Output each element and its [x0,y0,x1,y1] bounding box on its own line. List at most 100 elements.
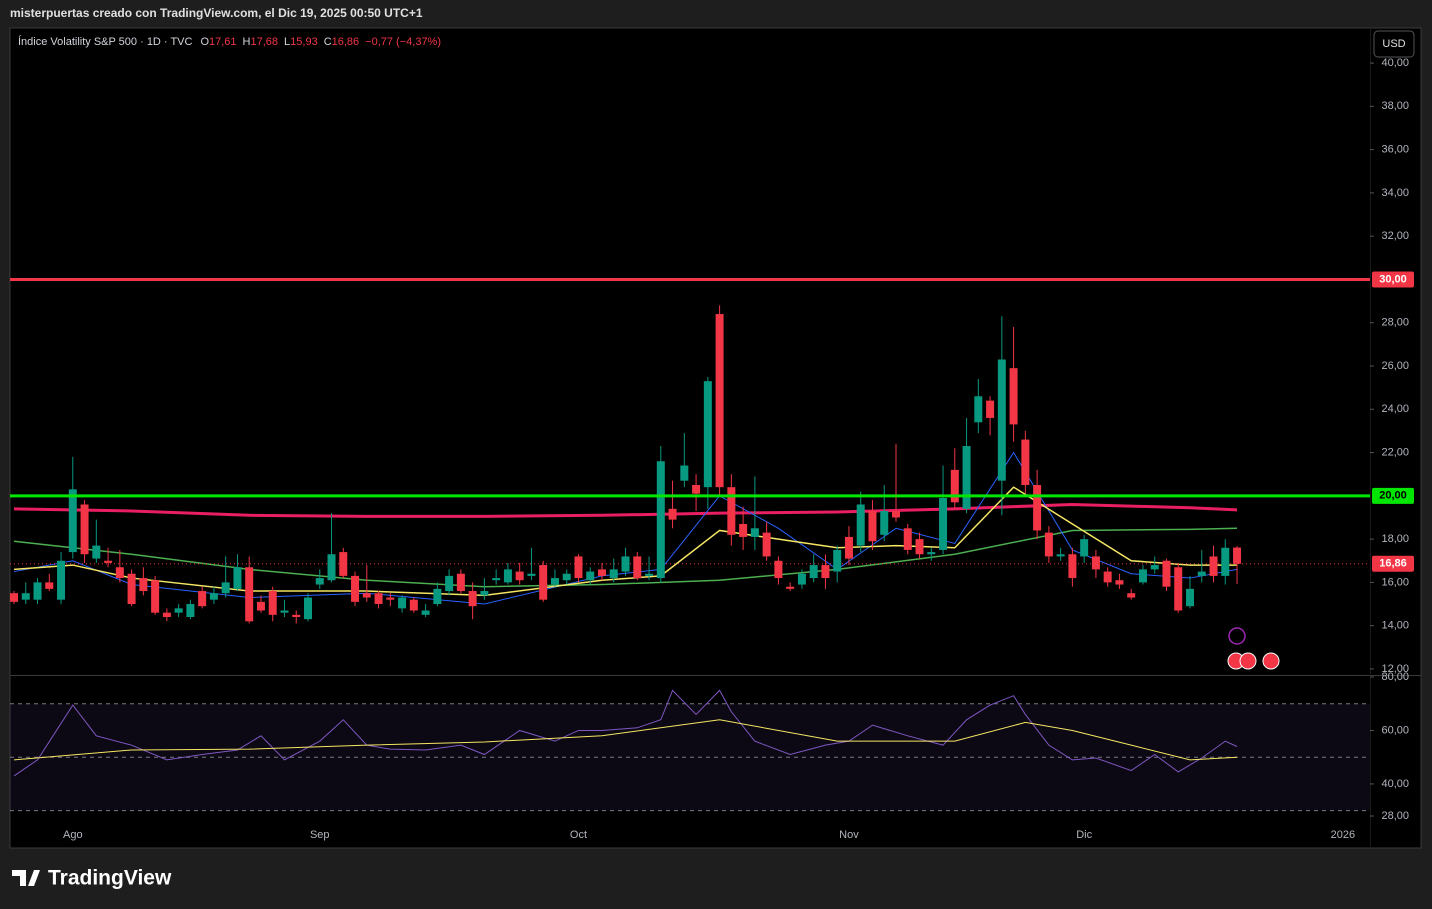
candle-body [162,612,171,618]
candle-body [962,446,971,509]
event-icons [1227,627,1280,670]
y-tick-label: 18,00 [1381,533,1409,545]
x-tick-label: Sep [310,829,330,841]
candle-body [362,593,371,598]
y-tick-label: 26,00 [1381,360,1409,372]
candle-body [1162,560,1171,587]
candle-body [139,578,148,592]
candle-body [939,497,948,550]
candle-body [68,489,77,553]
candle-body [315,578,324,585]
legend-value: 15,93 [290,36,318,48]
candle-body [409,599,418,611]
candle-body [821,565,830,579]
event-icon[interactable] [1228,627,1246,645]
y-tick-label: 22,00 [1381,446,1409,458]
legend-value: 17,61 [209,36,237,48]
legend-value: 16,86 [332,36,360,48]
candle-body [221,582,230,594]
candle-body [1138,569,1147,583]
candle-body [1056,554,1065,557]
candle-body [280,610,289,613]
candle-body [1233,547,1242,564]
candle-body [974,396,983,423]
plot: 40,00 38,00 36,00 34,00 32,00 28,00 26,00 24,00… [10,57,1414,841]
currency-label[interactable]: USD [1382,38,1405,50]
x-tick-label: Oct [570,829,587,841]
y-tick-label: 24,00 [1381,403,1409,415]
chart-frame [9,27,1422,849]
y-tick-label: 80,00 [1381,671,1409,683]
candle-body [304,597,312,620]
candle-body [1080,539,1089,557]
event-icon[interactable] [1262,652,1280,670]
candle-body [645,573,654,576]
candle-body [198,591,207,607]
candle-body [833,549,842,572]
candle-body [233,567,242,589]
x-tick-label: Dic [1076,829,1092,841]
legend-key: C [324,36,332,48]
candle-body [1197,571,1206,576]
y-tick-label: 28,00 [1381,810,1409,822]
candle-body [268,591,277,615]
y-tick-label: 40,00 [1381,778,1409,790]
candle-body [539,565,548,600]
candle-body [527,573,536,576]
candle-body [186,604,195,618]
candle-body [1127,593,1136,598]
candle-body [515,571,524,581]
candle-body [480,591,489,596]
y-tick-label: 38,00 [1381,100,1409,112]
level-label: 20,00 [1379,490,1407,502]
y-tick-label: 32,00 [1381,230,1409,242]
candle-body [1009,368,1018,425]
candle-body [374,593,383,605]
candle-body [386,597,395,600]
candle-body [1091,556,1100,570]
candle-body [421,610,430,615]
candle-body [680,465,689,481]
y-tick-label: 16,00 [1381,576,1409,588]
indicator-line [13,689,1238,777]
y-tick-label: 12,00 [1381,663,1409,675]
candle-body [1103,571,1112,583]
y-tick-label: 36,00 [1381,144,1409,156]
candle-body [739,523,748,537]
candle-body [503,569,512,583]
candle-body [151,580,160,613]
candle-body [80,504,89,555]
indicator-line [13,719,1238,761]
candle-body [127,573,136,605]
candle-body [950,469,959,503]
candle-body [174,608,183,613]
event-icon[interactable] [1239,652,1257,670]
candle-body [797,573,806,585]
candle-body [456,573,465,592]
candle-body [468,591,477,607]
candle-body [927,552,936,555]
candle-body [1068,554,1077,579]
candle-body [727,487,736,535]
currency-button[interactable] [1373,30,1415,58]
candle-body [1150,565,1159,570]
candle-body [33,582,42,600]
legend-change: −0,77 (−4,37%) [365,36,441,48]
candle-body [550,578,559,585]
x-tick-label: 2026 [1331,829,1355,841]
symbol-title: Índice Volatility S&P 500 · 1D · TVC [18,35,193,48]
y-tick-label: 40,00 [1381,57,1409,69]
candle-body [209,593,218,600]
branding: TradingView [48,867,172,890]
candle-body [1209,556,1218,576]
x-tick-label: Nov [839,829,859,841]
candle-body [115,567,124,579]
candle-body [1174,567,1183,611]
candle-body [10,593,18,602]
legend-value: 17,68 [251,36,279,48]
legend: Índice Volatility S&P 500 · 1D · TVC O17,… [18,35,441,48]
candle-body [703,381,712,488]
candle-body [586,571,595,581]
candle-body [445,575,454,592]
